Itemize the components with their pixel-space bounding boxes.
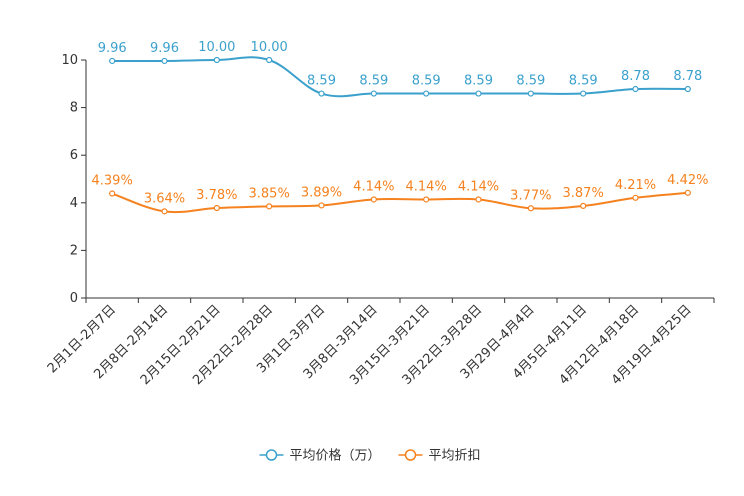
data-label: 3.77% [510,188,551,203]
series-line [112,56,688,98]
data-point[interactable] [318,202,325,209]
data-point[interactable] [527,205,534,212]
legend-item-1[interactable]: 平均价格（万） [259,448,381,464]
data-label: 10.00 [198,40,235,55]
series-1: 9.96 9.96 10.00 10.00 8.59 8.59 8.59 8.59 8.59 8.… [98,40,702,98]
data-label: 8.59 [359,74,388,89]
data-label: 4.21% [615,178,656,193]
data-point[interactable] [527,90,534,97]
data-label: 4.39% [92,174,133,189]
legend-marker [265,449,278,461]
data-label: 8.59 [569,74,598,89]
data-point[interactable] [475,90,482,97]
data-label: 8.59 [516,74,545,89]
data-label: 3.64% [144,191,185,206]
data-label: 3.87% [563,186,604,201]
data-label: 8.78 [621,69,650,84]
data-label: 3.85% [249,186,290,201]
data-point[interactable] [213,56,220,64]
data-point[interactable] [580,202,587,209]
legend-item-2[interactable]: 平均折扣 [398,449,481,464]
y-tick-label: 8 [70,101,78,116]
data-point[interactable] [109,190,116,197]
data-point[interactable] [266,56,273,64]
data-point[interactable] [109,57,116,65]
data-point[interactable] [684,85,691,93]
y-tick-label: 2 [70,243,78,258]
y-tick-label: 6 [70,148,78,163]
legend[interactable]: 平均价格（万） 平均折扣 [259,448,481,464]
legend-label: 平均折扣 [429,449,481,464]
data-point[interactable] [475,196,482,203]
series-layer: 9.96 9.96 10.00 10.00 8.59 8.59 8.59 8.59 8.59 8.… [92,40,708,215]
data-label: 4.42% [667,173,708,188]
data-label: 4.14% [406,179,447,194]
data-point[interactable] [161,208,168,215]
axes: 02468102月1日-2月7日2月8日-2月14日2月15日-2月21日2月2… [45,53,715,388]
data-label: 8.59 [412,74,441,89]
data-label: 8.59 [464,74,493,89]
data-point[interactable] [213,204,220,212]
data-label: 4.14% [353,179,394,194]
data-point[interactable] [370,90,377,97]
data-label: 3.78% [196,188,237,203]
data-label: 10.00 [251,40,288,55]
data-point[interactable] [161,57,168,65]
series-line [111,191,688,214]
data-point[interactable] [423,90,430,97]
data-label: 9.96 [98,41,127,56]
data-point[interactable] [684,189,691,196]
data-label: 3.89% [301,185,342,200]
data-label: 9.96 [150,41,179,56]
data-label: 8.59 [307,74,336,89]
data-point[interactable] [632,85,639,93]
data-label: 4.14% [458,179,499,194]
y-tick-label: 4 [70,196,78,211]
legend-marker [404,449,417,461]
data-point[interactable] [580,90,587,97]
series-2: 4.39% 3.64% 3.78% 3.85% 3.89% 4.14% 4.14% 4.14%… [92,173,708,215]
data-point[interactable] [266,203,273,210]
legend-label: 平均价格（万） [290,448,381,464]
y-tick-label: 10 [61,53,78,68]
data-point[interactable] [370,196,377,203]
data-point[interactable] [318,90,325,97]
data-point[interactable] [632,194,639,201]
y-tick-label: 0 [70,291,78,306]
data-point[interactable] [423,196,430,203]
data-label: 8.78 [673,69,702,84]
